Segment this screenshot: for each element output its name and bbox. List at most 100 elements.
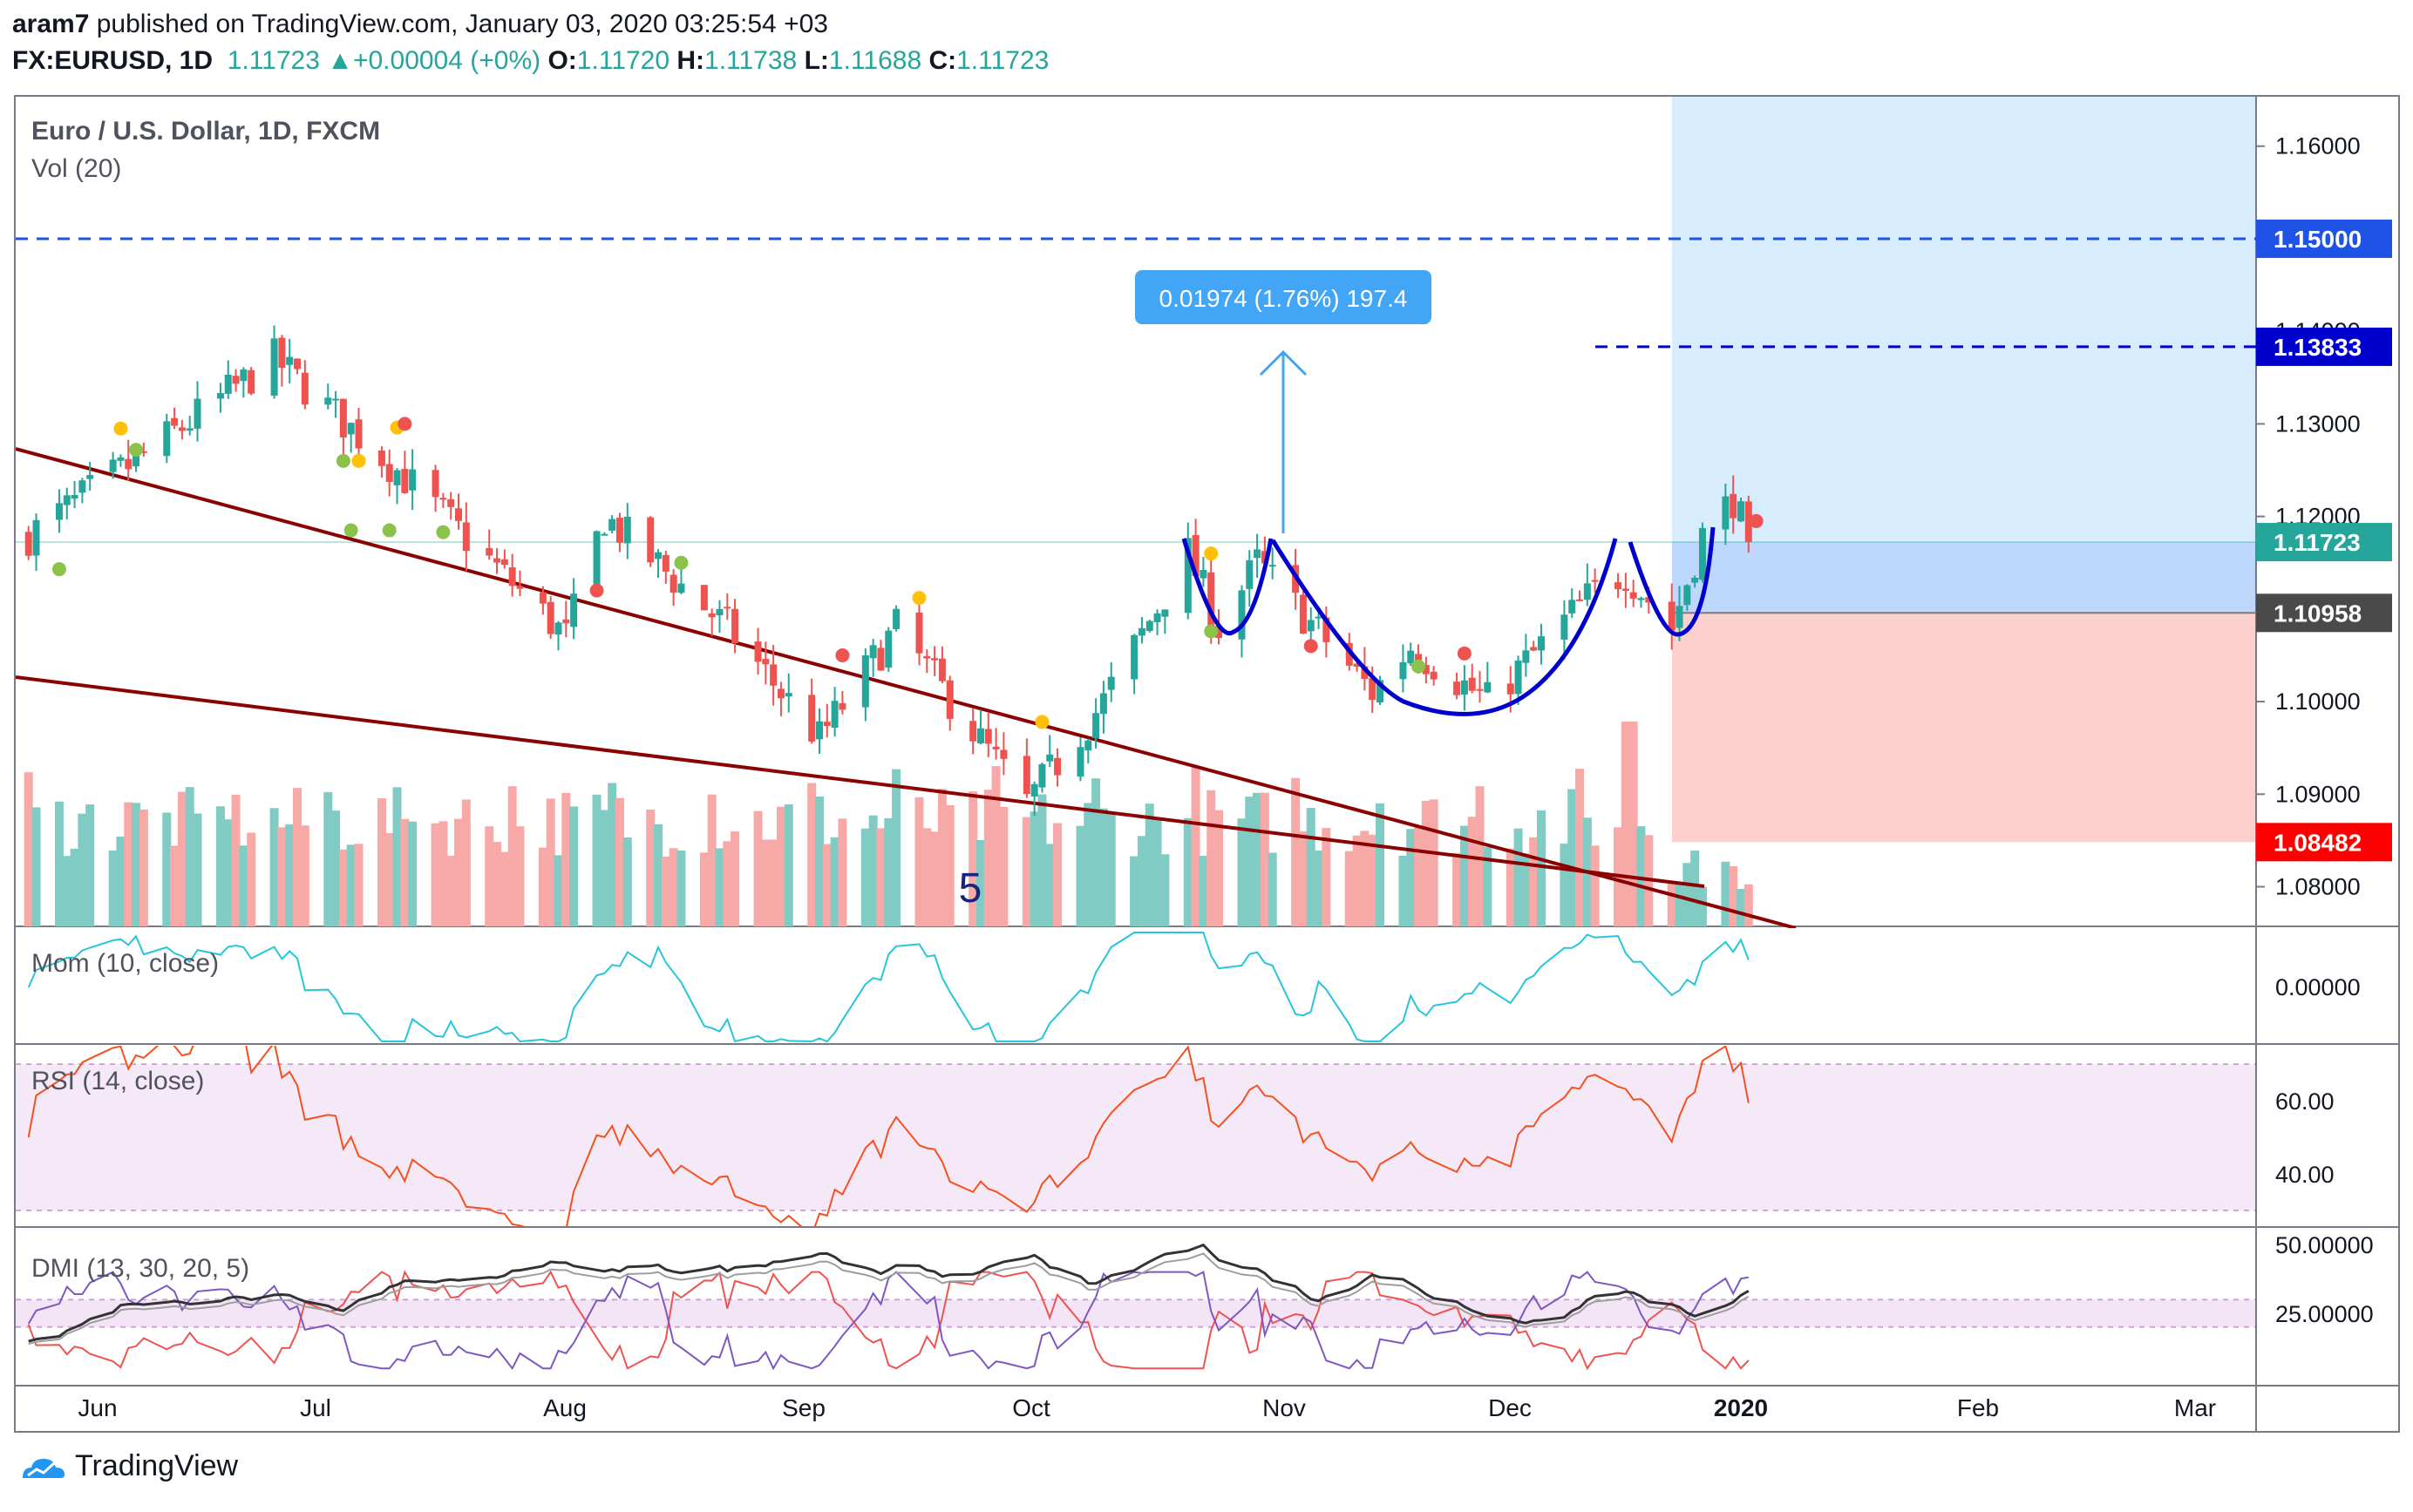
candle [1621,573,1629,608]
volume-bar [116,836,126,926]
volume-bar [784,803,793,926]
momentum-title[interactable]: Mom (10, close) [31,949,219,978]
candle [770,644,778,706]
pattern-handle[interactable] [1628,526,1716,637]
volume-bar [876,828,886,926]
candle [401,451,409,494]
candle [1568,588,1576,618]
volume-bar [814,796,824,926]
volume-title[interactable]: Vol (20) [31,154,121,183]
candle [1246,550,1254,607]
measure-callout[interactable]: 0.01974 (1.76%) 197.4 [1135,270,1431,533]
candle [700,585,708,611]
x-tick-2020: 2020 [1714,1394,1768,1421]
candle [1730,475,1737,534]
candle [1637,596,1645,608]
author-name[interactable]: aram7 [12,10,90,38]
candle [1476,670,1484,703]
volume-bar [453,818,463,926]
momentum-tick-0: 0.00000 [2275,974,2361,1000]
volume-bar [592,794,602,926]
volume-bar [139,809,148,926]
time-axis[interactable]: Jun Jul Aug Sep Oct Nov Dec 2020 Feb Mar [78,1394,2216,1421]
symbol-name[interactable]: FX:EURUSD, 1D [12,46,214,75]
candle [385,450,393,497]
volume-bar [769,839,778,926]
long-position-tool[interactable] [16,91,2256,843]
signal-dot [674,555,689,570]
pattern-left-shoulder[interactable] [1181,538,1274,636]
dmi-tick-50: 50.00000 [2275,1232,2374,1258]
candle [1460,665,1468,711]
wave-label[interactable]: 5 [959,865,982,912]
rsi-series [27,1046,1750,1227]
candle [278,335,286,387]
volume-bar [1360,831,1370,926]
volume-bar [1106,814,1116,926]
x-tick-nov: Nov [1262,1394,1306,1421]
candle [785,673,792,713]
volume-bar [1291,777,1301,926]
volume-bar [646,809,656,926]
measure-arrow-head [1259,349,1308,376]
rsi-title[interactable]: RSI (14, close) [31,1067,204,1095]
volume-bar [1452,852,1462,926]
candle [1691,575,1699,588]
svg-text:1.15000: 1.15000 [2274,226,2362,253]
volume-bar [1137,836,1146,926]
volume-bar [761,839,771,926]
volume-bar [669,848,678,926]
volume-bar [346,844,356,926]
candle [1422,656,1430,684]
candle [869,639,877,677]
volume-bar [546,798,555,926]
volume-bar [1268,852,1277,926]
footer-brand[interactable]: TradingView [19,1449,238,1483]
dmi-title[interactable]: DMI (13, 30, 20, 5) [31,1254,249,1283]
candle [24,525,32,560]
volume-bar [1513,828,1523,926]
candle [754,627,762,675]
volume-bar [776,806,785,926]
lower-trendline[interactable] [16,675,1705,888]
low-value: 1.11688 [828,46,922,75]
pattern-cup[interactable] [1270,538,1618,716]
volume-bar [54,801,64,926]
candle [1153,609,1161,635]
volume-bar [1368,834,1377,926]
candle [1322,606,1330,658]
volume-bar [354,844,364,926]
price-levels[interactable] [16,237,2256,349]
candle [1576,590,1584,602]
volume-bar [1098,808,1108,926]
volume-bar [723,841,732,926]
price-tag: 1.10958 [2256,593,2392,633]
candle [1683,584,1691,611]
candle [615,512,623,553]
volume-bar [608,783,617,926]
candle [1468,663,1476,694]
candle [670,569,677,607]
pattern-drawings[interactable] [1181,526,1716,716]
candle [655,549,663,578]
candle [1092,698,1100,749]
candle [823,703,831,738]
volume-bar [1160,854,1170,926]
volume-bar [1260,792,1269,926]
volume-bar [231,794,241,926]
chart-title[interactable]: Euro / U.S. Dollar, 1D, FXCM [31,117,380,146]
volume-bar [914,797,924,926]
volume-bar [1406,829,1416,926]
candle [240,367,248,398]
volume-bar [830,837,839,926]
signal-dot [1204,546,1219,561]
candle [447,492,455,520]
upper-trendline[interactable] [16,447,1797,928]
volume-bar [661,856,670,926]
candle [508,553,516,597]
volume-bar [1475,786,1485,926]
close-label: C: [928,46,957,75]
x-tick-oct: Oct [1012,1394,1050,1421]
trendlines[interactable] [16,447,1797,928]
